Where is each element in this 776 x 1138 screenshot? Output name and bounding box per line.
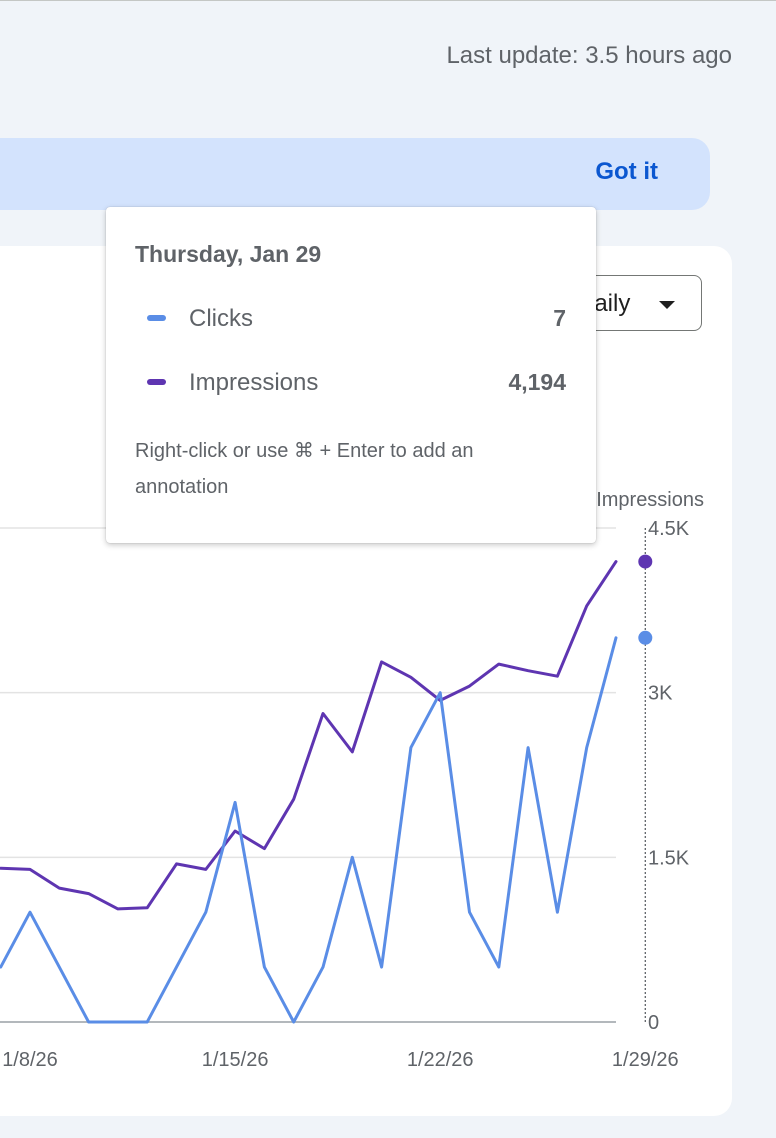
y-tick-label: 3K	[648, 683, 673, 705]
tooltip-row-impressions: Impressions 4,194	[106, 366, 596, 400]
clicks-series-line	[0, 636, 618, 1024]
impressions-series-line	[0, 560, 618, 911]
tooltip-date: Thursday, Jan 29	[135, 241, 322, 267]
x-tick-label: 1/29/26	[612, 1049, 679, 1071]
tooltip-impressions-value: 4,194	[508, 369, 566, 395]
clicks-legend-swatch	[147, 315, 166, 321]
y-tick-label: 4.5K	[648, 518, 690, 540]
clicks-highlight-point	[638, 630, 653, 645]
right-axis-title: Impressions	[596, 489, 704, 511]
impressions-highlight-point	[638, 554, 653, 569]
x-tick-label: 1/22/26	[407, 1049, 474, 1071]
annotation-hint: Right-click or use ⌘ + Enter to add an a…	[135, 440, 474, 498]
impressions-legend-swatch	[147, 379, 166, 385]
tooltip-clicks-label: Clicks	[189, 305, 253, 332]
tooltip-row-clicks: Clicks 7	[106, 302, 596, 336]
top-divider	[0, 0, 776, 1]
tooltip-clicks-value: 7	[553, 305, 566, 331]
y-tick-label: 0	[648, 1012, 659, 1034]
y-tick-label: 1.5K	[648, 847, 690, 869]
chart-tooltip: Thursday, Jan 29 Clicks 7 Impressions 4,…	[106, 207, 596, 543]
got-it-button[interactable]: Got it	[595, 158, 658, 185]
x-tick-label: 1/8/26	[2, 1049, 58, 1071]
caret-down-icon	[659, 301, 675, 309]
tooltip-impressions-label: Impressions	[189, 369, 319, 396]
info-banner: Got it	[0, 138, 710, 210]
last-update-text: Last update: 3.5 hours ago	[446, 42, 732, 69]
x-tick-label: 1/15/26	[202, 1049, 269, 1071]
